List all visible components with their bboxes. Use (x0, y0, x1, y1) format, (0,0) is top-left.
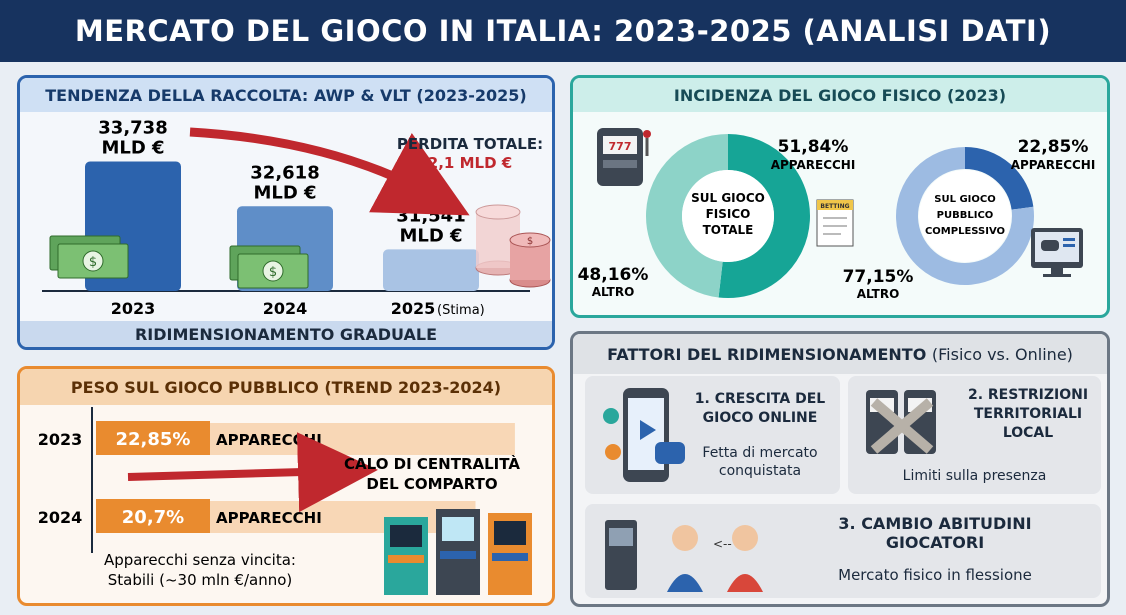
donut-slice (718, 134, 810, 298)
factor-restrictions-card: 2. RESTRIZIONI TERRITORIALI LOCAL Limiti… (848, 376, 1101, 494)
weight-pct: 22,85% (116, 429, 191, 450)
centrality-arrow (127, 432, 378, 513)
trend-bar-value: 33,738 (98, 117, 167, 138)
weight-panel-header: PESO SUL GIOCO PUBBLICO (TREND 2023-2024… (20, 369, 552, 405)
loss-value: 2,1 MLD € (428, 154, 512, 172)
donut2-main-label: APPARECCHI (1011, 158, 1096, 172)
weight-note-2: Stabili (~30 mln €/anno) (108, 571, 293, 589)
donut-center (919, 170, 1011, 262)
monitor-gamepad-icon (1031, 228, 1083, 277)
donut-slice (964, 147, 1034, 211)
title-bar: MERCATO DEL GIOCO IN ITALIA: 2023-2025 (… (0, 0, 1126, 62)
factors-header-bold: FATTORI DEL RIDIMENSIONAMENTO (607, 344, 927, 364)
donut2-other-label: ALTRO (857, 287, 900, 301)
factor2-title-2: TERRITORIALI (973, 406, 1083, 422)
factor-online-card: 1. CRESCITA DEL GIOCO ONLINE Fetta di me… (585, 376, 840, 494)
donut2-main-pct: 22,85% (1018, 137, 1089, 157)
factor3-title-2: GIOCATORI (885, 533, 985, 552)
svg-text:$: $ (269, 265, 277, 280)
betting-label: BETTING (820, 203, 849, 210)
weight-pct: 20,7% (122, 507, 184, 528)
donut-center-label: TOTALE (703, 223, 754, 237)
donut1-other-pct: 48,16% (578, 265, 649, 285)
donut-slice (646, 134, 729, 298)
trend-bar-unit: MLD € (101, 137, 164, 158)
weight-bar (96, 421, 210, 455)
svg-text:777: 777 (609, 140, 632, 153)
weight-year: 2024 (38, 508, 83, 527)
trend-year-note: (Stima) (437, 303, 485, 318)
weight-panel: PESO SUL GIOCO PUBBLICO (TREND 2023-2024… (17, 366, 555, 606)
factor1-title-2: GIOCO ONLINE (702, 410, 818, 426)
factor-habits-card: <-- 3. CAMBIO ABITUDINI GIOCATORI Mercat… (585, 504, 1101, 598)
incidence-panel: INCIDENZA DEL GIOCO FISICO (2023) 777 SU… (570, 75, 1110, 318)
factor3-title-1: 3. CAMBIO ABITUDINI (838, 514, 1032, 533)
banknote-icon: $ (229, 245, 309, 289)
page-title: MERCATO DEL GIOCO IN ITALIA: 2023-2025 (… (74, 14, 1052, 48)
trend-year-label: 2025 (391, 299, 436, 318)
smartphone-icon (603, 388, 685, 482)
trend-panel-header: TENDENZA DELLA RACCOLTA: AWP & VLT (2023… (20, 78, 552, 112)
factor1-sub-1: Fetta di mercato (702, 445, 818, 461)
weight-label: APPARECCHI (216, 431, 322, 449)
incidence-chart: 777 SUL GIOCO FISICO TOTALE SUL GIOCO PUBBL… (578, 128, 1096, 301)
centrality-text-1: CALO DI CENTRALITÀ (344, 454, 520, 473)
decline-arrow (189, 127, 470, 216)
factor2-sub: Limiti sulla presenza (902, 468, 1047, 484)
donut-center-label: COMPLESSIVO (925, 226, 1005, 237)
trend-year-label: 2024 (263, 299, 308, 318)
centrality-text-2: DEL COMPARTO (366, 475, 497, 493)
donut1-other-label: ALTRO (592, 285, 635, 299)
donut-slice (896, 147, 1034, 285)
banknote-icon: $ (49, 235, 129, 279)
trend-bar-unit: MLD € (399, 225, 462, 246)
donut1-main-label: APPARECCHI (771, 158, 856, 172)
weight-note-1: Apparecchi senza vincita: (104, 551, 296, 569)
trend-bar-unit: MLD € (253, 182, 316, 203)
trend-footer-text: RIDIMENSIONAMENTO GRADUALE (135, 325, 437, 344)
donut1-main-pct: 51,84% (778, 137, 849, 157)
donut2-other-pct: 77,15% (843, 267, 914, 287)
factors-panel: FATTORI DEL RIDIMENSIONAMENTO (Fisico vs… (570, 331, 1110, 607)
donut-center-label: FISICO (706, 207, 751, 221)
trend-panel: TENDENZA DELLA RACCOLTA: AWP & VLT (2023… (17, 75, 555, 350)
factor2-title-1: 2. RESTRIZIONI (967, 387, 1089, 403)
factor3-sub: Mercato fisico in flessione (838, 566, 1032, 584)
weight-year: 2023 (38, 430, 83, 449)
restricted-slots-icon (866, 390, 936, 454)
trend-bar (383, 249, 479, 291)
players-icon: <-- (605, 520, 763, 592)
trend-bar-value: 31,541 (396, 205, 465, 226)
slot-machine-icon: 777 (597, 128, 651, 186)
svg-text:<--: <-- (713, 537, 732, 551)
trend-footer-band (20, 321, 552, 347)
factor1-sub-2: conquistata (718, 463, 802, 479)
arcade-cabinets-icon (384, 509, 532, 595)
factors-panel-header: FATTORI DEL RIDIMENSIONAMENTO (Fisico vs… (573, 334, 1107, 374)
factor1-title-1: 1. CRESCITA DEL (694, 391, 826, 407)
svg-text:$: $ (89, 255, 97, 270)
donut-center (682, 170, 774, 262)
incidence-panel-header: INCIDENZA DEL GIOCO FISICO (2023) (573, 78, 1107, 112)
weight-label: APPARECCHI (216, 509, 322, 527)
coins-stack-icon: $ (475, 204, 551, 288)
trend-bar-value: 32,618 (250, 162, 319, 183)
donut-center-label: PUBBLICO (937, 210, 994, 221)
betting-ticket-icon: BETTING (816, 199, 854, 247)
trend-year-label: 2023 (111, 299, 156, 318)
factor2-title-3: LOCAL (1002, 425, 1054, 441)
factors-header-light: (Fisico vs. Online) (931, 344, 1073, 364)
donut-center-label: SUL GIOCO (934, 194, 995, 205)
donut-center-label: SUL GIOCO (691, 191, 765, 205)
svg-text:$: $ (527, 236, 533, 247)
weight-bar (96, 499, 210, 533)
loss-label: PERDITA TOTALE: (397, 135, 543, 153)
